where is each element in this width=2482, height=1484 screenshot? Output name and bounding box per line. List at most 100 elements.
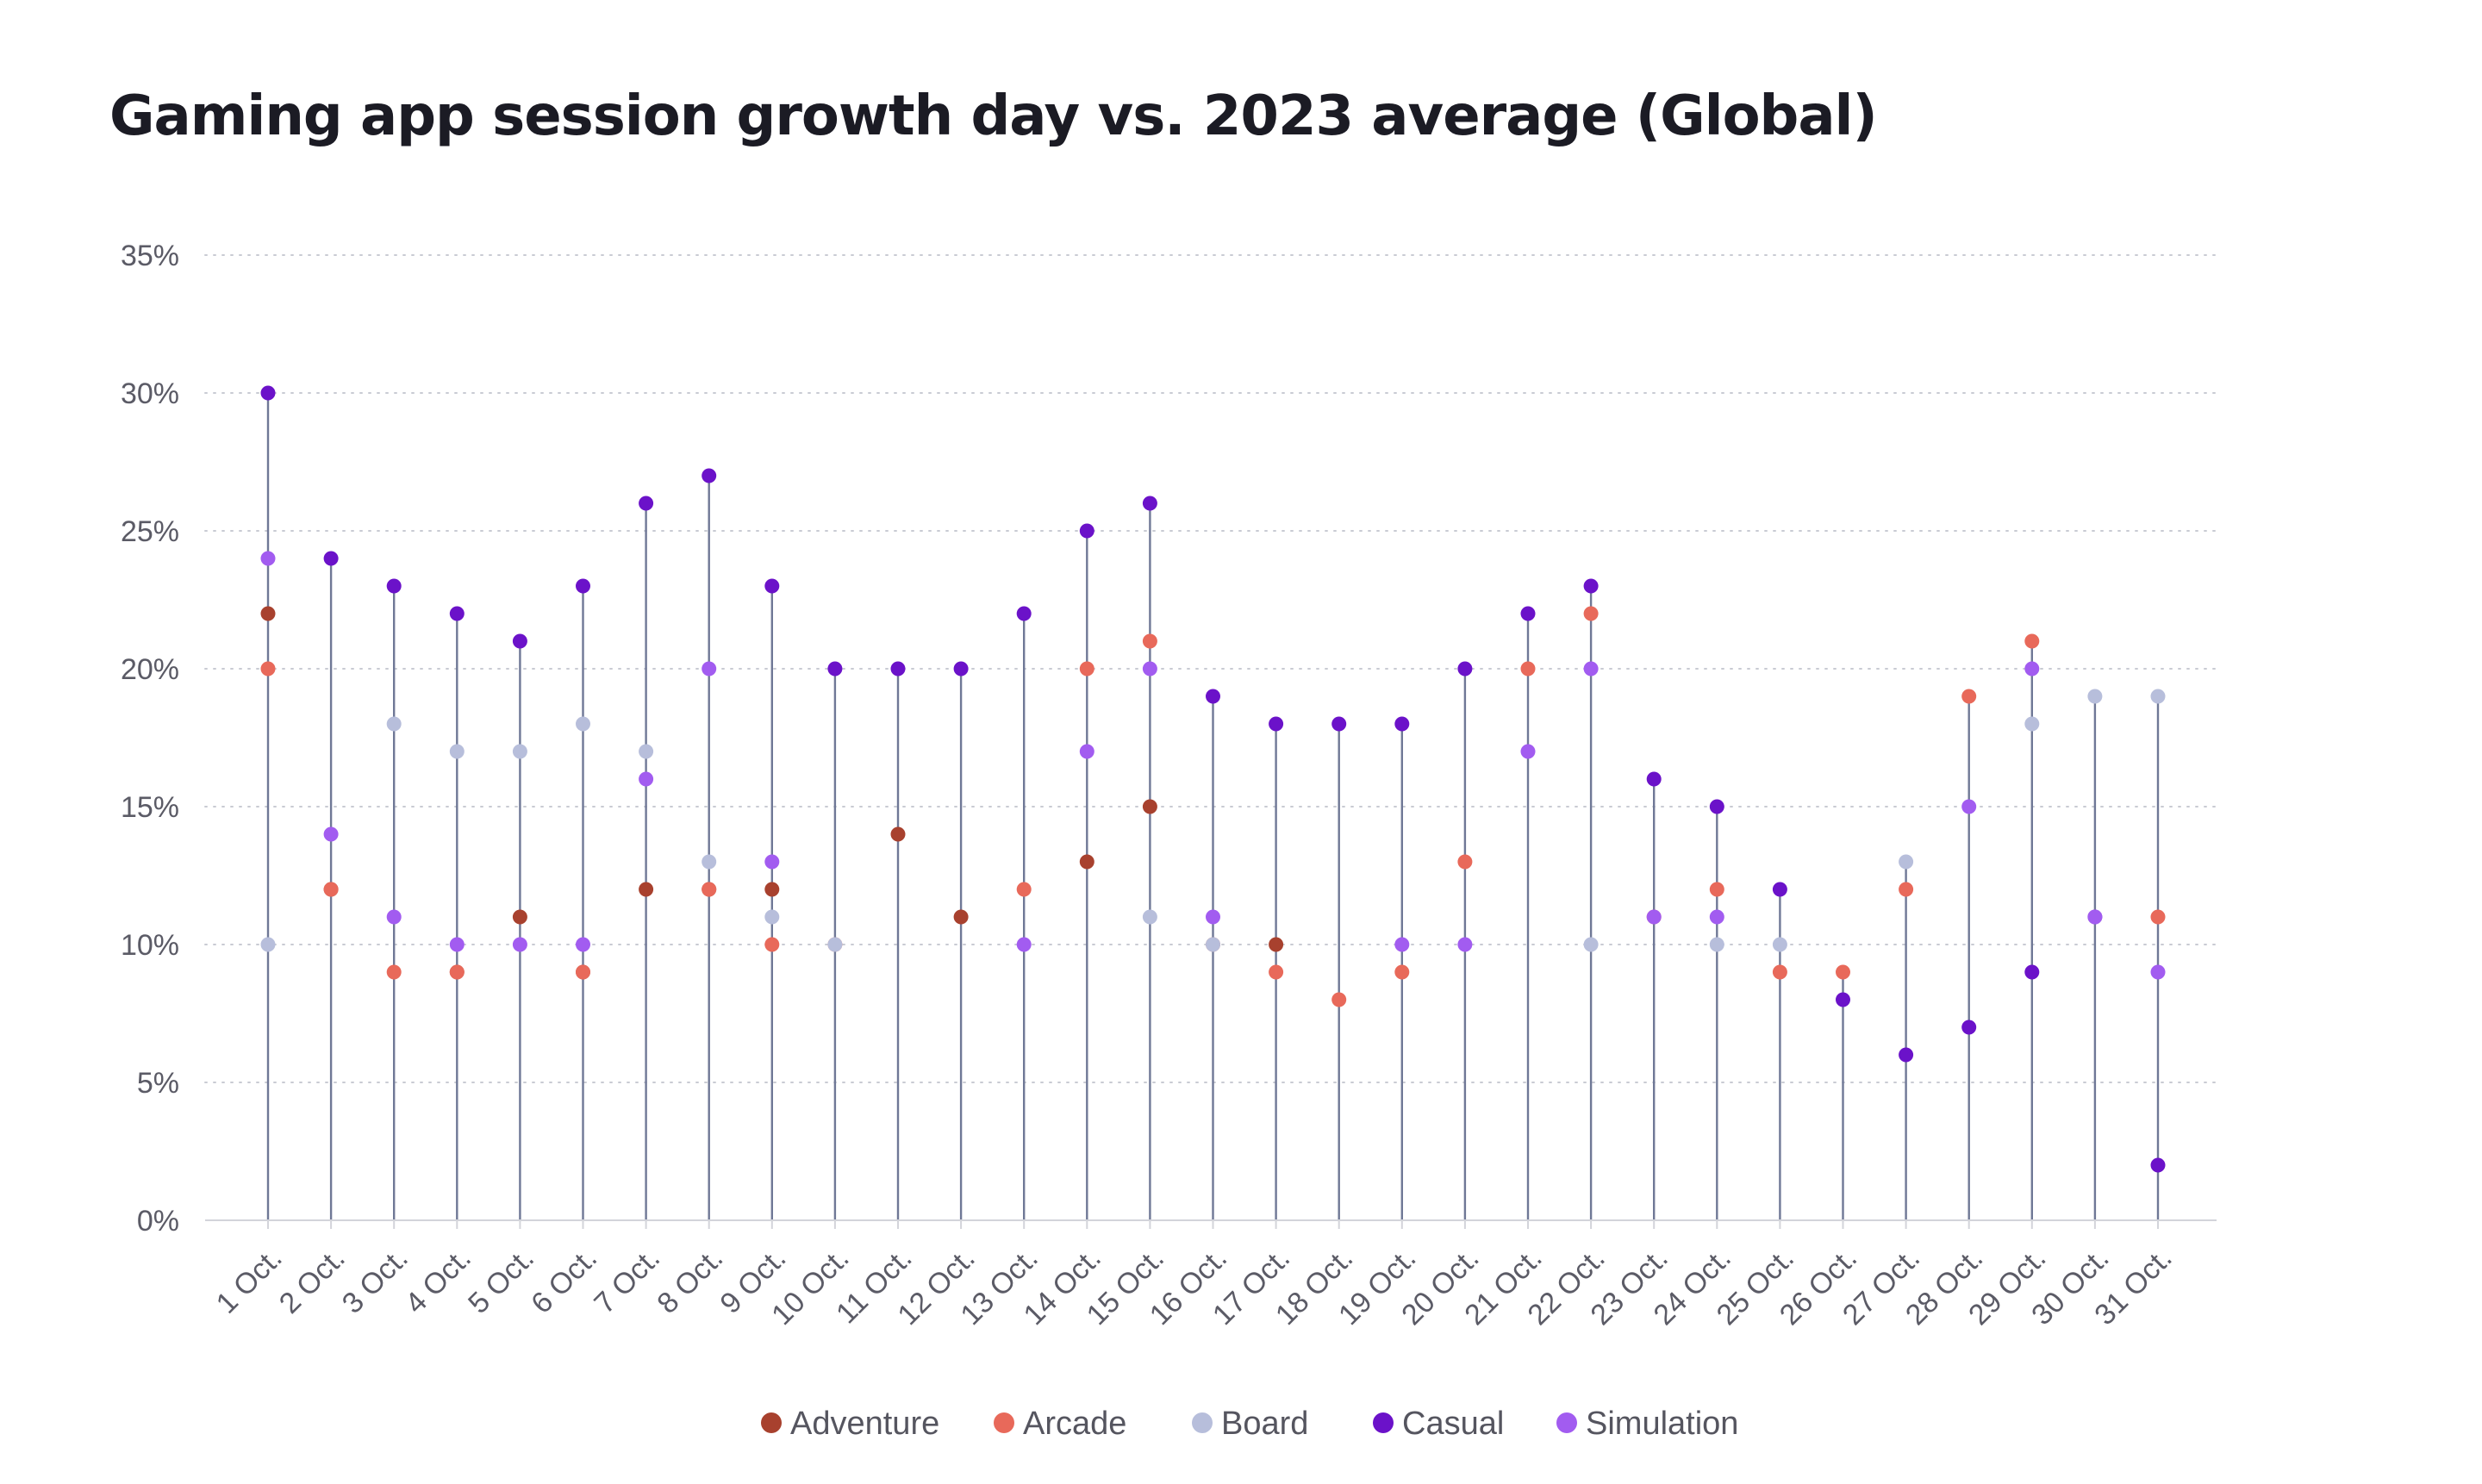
data-point-casual — [1709, 799, 1724, 814]
data-point-casual — [323, 551, 339, 566]
data-point-adventure — [1142, 799, 1157, 814]
data-point-arcade — [1457, 854, 1473, 870]
legend-swatch — [1373, 1412, 1394, 1433]
data-point-simulation — [2024, 661, 2040, 677]
data-point-adventure — [1079, 854, 1094, 870]
data-point-casual — [1520, 606, 1536, 621]
data-point-arcade — [260, 661, 276, 677]
data-point-board — [449, 744, 465, 759]
y-tick-label: 35% — [121, 240, 179, 272]
data-point-casual — [764, 578, 780, 594]
legend-label: Arcade — [1023, 1406, 1126, 1442]
data-point-simulation — [576, 937, 590, 952]
data-point-casual — [260, 385, 276, 401]
data-point-simulation — [1206, 909, 1220, 925]
data-point-board — [1899, 854, 1914, 870]
data-point-casual — [512, 633, 527, 649]
data-point-casual — [1646, 771, 1662, 787]
y-tick-label: 15% — [121, 791, 179, 824]
data-point-arcade — [1709, 882, 1724, 897]
data-point-board — [386, 716, 402, 732]
x-tick-label: 4 Oct. — [399, 1242, 477, 1320]
legend-swatch — [994, 1412, 1014, 1433]
y-axis-ticks: 0% 5% 10% 15% 20% 25% 30% 35% — [121, 240, 179, 1238]
data-point-casual — [2150, 1157, 2166, 1173]
data-point-casual — [1457, 661, 1473, 677]
data-point-casual — [386, 578, 402, 594]
data-point-simulation — [260, 551, 276, 566]
data-point-arcade — [1331, 992, 1347, 1007]
data-point-board — [827, 937, 843, 952]
data-point-casual — [1206, 689, 1220, 704]
data-point-arcade — [702, 882, 717, 897]
y-tick-label: 10% — [121, 929, 179, 962]
grid-lines — [204, 254, 2217, 1083]
data-point-casual — [953, 661, 969, 677]
data-point-board — [1142, 909, 1157, 925]
data-point-casual — [1961, 1019, 1977, 1035]
data-point-adventure — [890, 826, 906, 842]
data-point-simulation — [2150, 964, 2166, 980]
data-point-simulation — [1142, 661, 1157, 677]
data-point-board — [576, 716, 590, 732]
legend: Adventure Arcade Board Casual Simulation — [761, 1406, 1738, 1442]
data-point-simulation — [2087, 909, 2103, 925]
legend-label: Adventure — [790, 1406, 939, 1442]
data-point-arcade — [1836, 964, 1850, 980]
data-point-casual — [449, 606, 465, 621]
x-tick-label: 2 Oct. — [273, 1242, 352, 1320]
legend-item-adventure: Adventure — [761, 1406, 939, 1442]
data-point-arcade — [1899, 882, 1914, 897]
data-point-arcade — [1142, 633, 1157, 649]
data-point-adventure — [639, 882, 654, 897]
data-point-adventure — [260, 606, 276, 621]
data-point-board — [1772, 937, 1787, 952]
data-point-simulation — [1709, 909, 1724, 925]
legend-item-casual: Casual — [1373, 1406, 1504, 1442]
data-point-board — [512, 744, 527, 759]
data-point-arcade — [449, 964, 465, 980]
y-tick-label: 25% — [121, 515, 179, 548]
data-point-arcade — [1583, 606, 1599, 621]
data-point-casual — [1583, 578, 1599, 594]
data-point-arcade — [1394, 964, 1410, 980]
data-point-casual — [2024, 964, 2040, 980]
data-point-simulation — [1394, 937, 1410, 952]
data-point-board — [2024, 716, 2040, 732]
data-point-simulation — [512, 937, 527, 952]
legend-swatch — [761, 1412, 782, 1433]
data-point-arcade — [323, 882, 339, 897]
data-point-simulation — [764, 854, 780, 870]
data-point-simulation — [639, 771, 654, 787]
data-point-board — [702, 854, 717, 870]
data-point-board — [639, 744, 654, 759]
data-point-simulation — [386, 909, 402, 925]
data-point-arcade — [764, 937, 780, 952]
data-point-board — [2087, 689, 2103, 704]
data-point-arcade — [2150, 909, 2166, 925]
data-point-board — [1583, 937, 1599, 952]
data-point-casual — [576, 578, 590, 594]
legend-item-board: Board — [1192, 1406, 1308, 1442]
data-point-simulation — [323, 826, 339, 842]
x-tick-label: 1 Oct. — [210, 1242, 289, 1320]
legend-label: Simulation — [1586, 1406, 1738, 1442]
legend-swatch — [1192, 1412, 1213, 1433]
data-point-board — [1709, 937, 1724, 952]
data-point-arcade — [1520, 661, 1536, 677]
data-point-casual — [702, 468, 717, 483]
data-point-adventure — [953, 909, 969, 925]
legend-label: Casual — [1402, 1406, 1504, 1442]
chart-title: Gaming app session growth day vs. 2023 a… — [109, 84, 1878, 148]
data-point-adventure — [512, 909, 527, 925]
data-point-casual — [1772, 882, 1787, 897]
data-point-simulation — [1583, 661, 1599, 677]
data-point-simulation — [1016, 937, 1032, 952]
y-tick-label: 20% — [121, 653, 179, 686]
x-axis-ticks: 1 Oct.2 Oct.3 Oct.4 Oct.5 Oct.6 Oct.7 Oc… — [210, 1220, 2179, 1331]
x-tick-label: 6 Oct. — [525, 1242, 603, 1320]
data-point-simulation — [449, 937, 465, 952]
data-point-arcade — [2024, 633, 2040, 649]
data-point-simulation — [1457, 937, 1473, 952]
